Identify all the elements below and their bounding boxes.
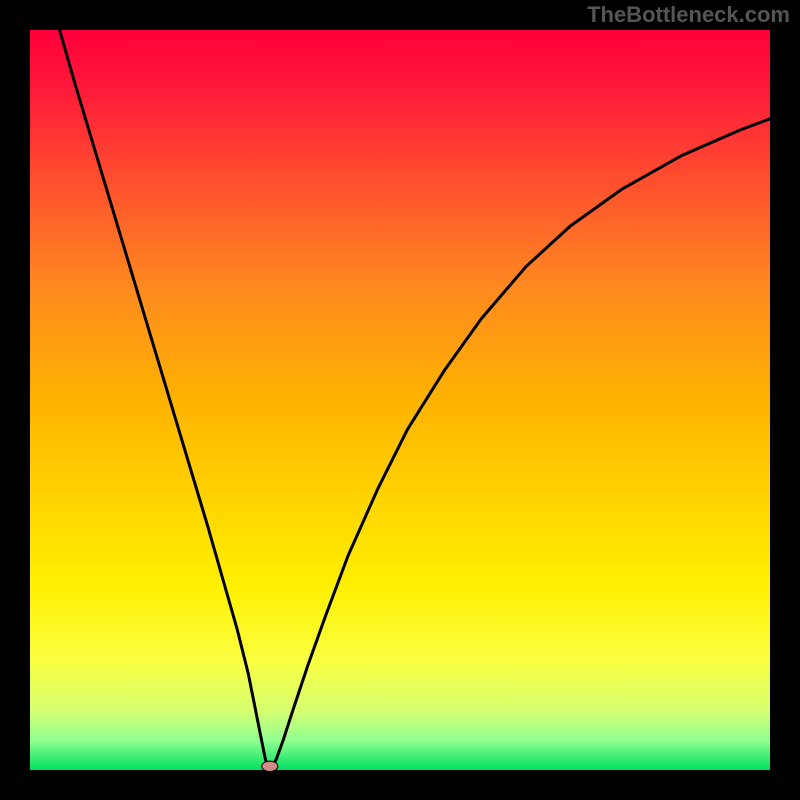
watermark-text: TheBottleneck.com — [587, 2, 790, 28]
chart-container: TheBottleneck.com — [0, 0, 800, 800]
plot-area — [30, 30, 770, 770]
